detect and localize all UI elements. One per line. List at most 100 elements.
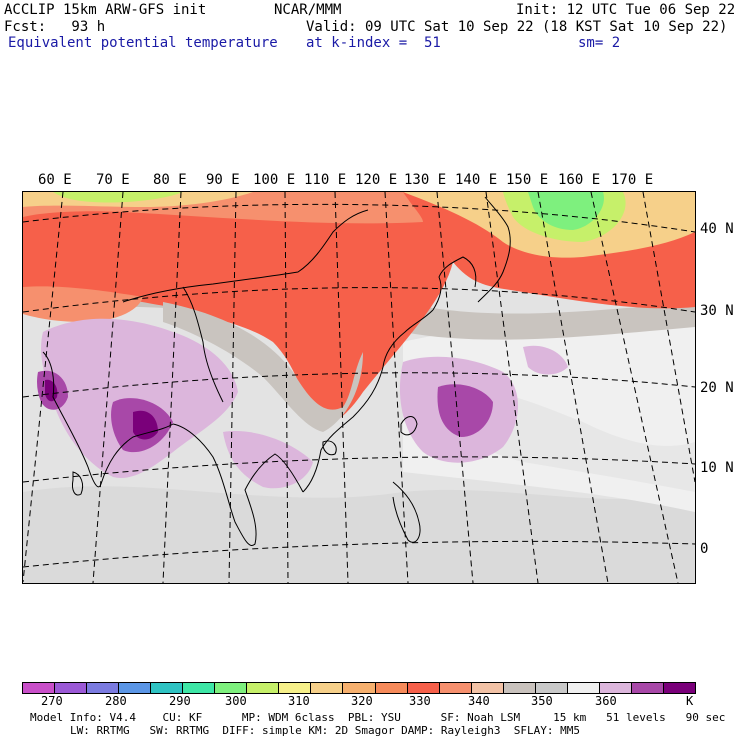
level-index: at k-index = 51: [306, 35, 441, 51]
colorbar-tick-label: 290: [169, 694, 191, 708]
lon-label: 160 E: [558, 172, 601, 188]
lon-label: 80 E: [153, 172, 187, 188]
coastlines: [42, 196, 511, 546]
model-title: ACCLIP 15km ARW-GFS init: [4, 2, 207, 18]
init-time: Init: 12 UTC Tue 06 Sep 22: [516, 2, 736, 18]
theta-e-field: [23, 192, 695, 583]
lon-label: 130 E: [404, 172, 447, 188]
colorbar-segment: [599, 683, 632, 693]
model-info-line1: Model Info: V4.4 CU: KF MP: WDM 6class P…: [30, 711, 726, 724]
colorbar-segment: [471, 683, 504, 693]
colorbar-tick-label: 330: [409, 694, 431, 708]
lon-label: 110 E: [304, 172, 347, 188]
national-border: [122, 209, 369, 303]
warm-continental-field: [23, 206, 453, 426]
colorbar-tick-label: 270: [41, 694, 63, 708]
pacific-moist-patch: [523, 345, 568, 375]
peak-theta-e-west: [45, 379, 58, 402]
colorbar-segment: [55, 683, 88, 693]
colorbar-tick-label: 280: [105, 694, 127, 708]
colorbar-unit: K: [686, 694, 694, 708]
meridian: [23, 192, 64, 583]
national-border-south: [182, 286, 224, 403]
meridian: [436, 192, 474, 583]
southern-field: [23, 486, 695, 583]
forecast-hour: Fcst: 93 h: [4, 19, 106, 35]
indochina-coast: [172, 423, 304, 546]
lon-label: 170 E: [611, 172, 654, 188]
valid-time: Valid: 09 UTC Sat 10 Sep 22 (18 KST Sat …: [306, 19, 728, 35]
cold-air-core: [528, 192, 604, 230]
colorbar-tick-label: 300: [225, 694, 247, 708]
lat-label: 40 N: [700, 221, 734, 237]
colorbar-tick-label: 340: [468, 694, 490, 708]
colorbar-segment: [215, 683, 248, 693]
lon-label: 60 E: [38, 172, 72, 188]
lon-label: 70 E: [96, 172, 130, 188]
typhoon-core: [437, 384, 493, 437]
map-panel: [22, 191, 696, 584]
parallel: [23, 456, 695, 483]
china-coast: [302, 309, 434, 493]
lat-label: 30 N: [700, 303, 734, 319]
colorbar-segment: [23, 683, 56, 693]
meridian: [228, 192, 237, 583]
meridian: [162, 192, 182, 583]
smoothing-value: sm= 2: [578, 35, 621, 51]
lon-label: 90 E: [206, 172, 240, 188]
lon-label: 140 E: [455, 172, 498, 188]
colorbar-tick-label: 350: [531, 694, 553, 708]
lon-label: 150 E: [506, 172, 549, 188]
parallel: [23, 287, 695, 313]
colorbar-segment: [663, 683, 695, 693]
colorbar-segment: [631, 683, 664, 693]
meridian: [92, 192, 124, 583]
korea-coast: [432, 256, 477, 311]
meridian: [485, 192, 539, 583]
colorbar-segment: [567, 683, 600, 693]
meridian: [284, 192, 289, 583]
colorbar-segment: [439, 683, 472, 693]
colorbar-tick-label: 360: [595, 694, 617, 708]
parallel: [23, 372, 695, 398]
grey-margin: [163, 302, 363, 432]
hainan-coast: [322, 440, 337, 456]
colorbar-segment: [151, 683, 184, 693]
colorbar-segment: [311, 683, 344, 693]
colorbar-segment: [87, 683, 120, 693]
taiwan-coast: [400, 416, 418, 436]
meridian: [384, 192, 409, 583]
japan-coast: [477, 196, 511, 303]
meridian: [642, 192, 695, 483]
lon-label: 100 E: [253, 172, 296, 188]
colorbar-segment: [535, 683, 568, 693]
meridian: [537, 192, 609, 583]
sri-lanka-coast: [72, 471, 84, 496]
colorbar: [22, 682, 696, 694]
lon-label: 120 E: [355, 172, 398, 188]
colorbar-tick-label: 310: [288, 694, 310, 708]
colorbar-segment: [343, 683, 376, 693]
colorbar-segment: [503, 683, 536, 693]
cold-air-west: [53, 192, 183, 203]
moist-monsoon-field: [41, 318, 238, 478]
center-name: NCAR/MMM: [274, 2, 342, 18]
lat-label: 20 N: [700, 380, 734, 396]
philippines-coast: [392, 481, 421, 543]
meridian: [334, 192, 349, 583]
colorbar-segment: [119, 683, 152, 693]
india-coast: [42, 351, 174, 488]
model-info-line2: LW: RRTMG SW: RRTMG DIFF: simple KM: 2D …: [70, 724, 580, 737]
colorbar-segment: [375, 683, 408, 693]
parallel: [23, 540, 695, 568]
peak-theta-e-core: [133, 410, 158, 440]
colorbar-segment: [247, 683, 280, 693]
graticule: [23, 192, 695, 583]
lat-label: 0: [700, 541, 709, 557]
colorbar-tick-label: 320: [351, 694, 373, 708]
meridian: [590, 192, 679, 583]
field-name: Equivalent potential temperature: [8, 35, 278, 51]
colorbar-segment: [279, 683, 312, 693]
colorbar-segment: [183, 683, 216, 693]
colorbar-segment: [407, 683, 440, 693]
